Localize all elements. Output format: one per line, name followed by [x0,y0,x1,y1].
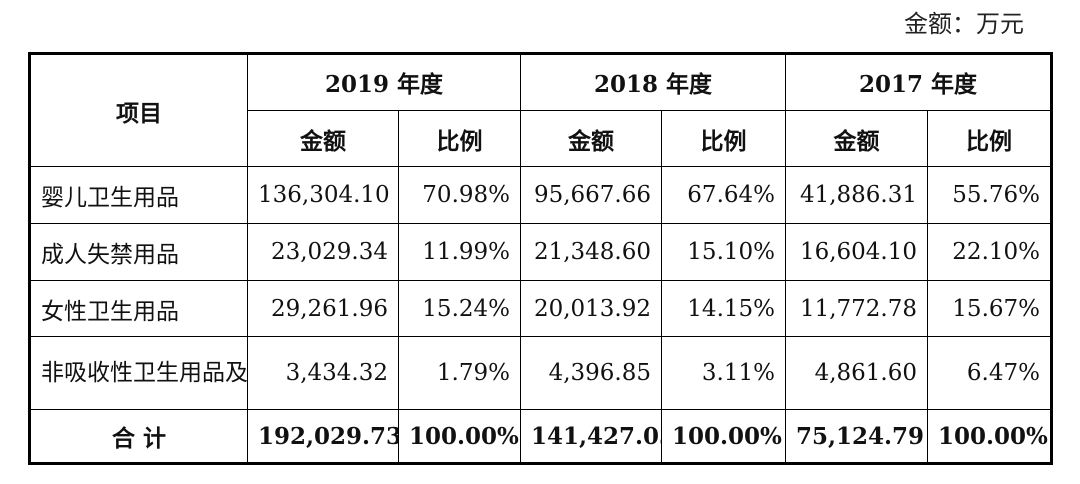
amount-2017-cell: 11,772.78 [785,279,928,338]
ratio-2019-cell: 70.98% [398,166,521,225]
ratio-2017-cell: 6.47% [927,336,1052,411]
total-amount-2019-cell: 192,029.73 [247,409,399,464]
year-header-2017: 2017 年度 [785,53,1052,111]
total-label: 合 计 [29,409,248,464]
amount-2018-cell: 20,013.92 [520,279,662,338]
header-row-years: 项目 2019 年度 2018 年度 2017 年度 [29,52,1052,168]
amount-header: 金额 [785,109,928,168]
ratio-header: 比例 [661,109,786,168]
ratio-2019-cell: 11.99% [398,223,521,281]
amount-2019-cell: 136,304.10 [247,166,399,225]
ratio-2017-cell: 22.10% [927,223,1052,281]
ratio-2017-cell: 55.76% [927,166,1052,225]
year-header-2019: 2019 年度 [247,53,521,111]
amount-2018-cell: 95,667.66 [520,166,662,225]
ratio-2018-cell: 3.11% [661,336,786,411]
total-amount-2017-cell: 75,124.79 [785,409,928,464]
ratio-header: 比例 [398,109,521,168]
table-row: 婴儿卫生用品 136,304.10 70.98% 95,667.66 67.64… [29,166,1052,225]
amount-2019-cell: 23,029.34 [247,223,399,281]
table-row: 女性卫生用品 29,261.96 15.24% 20,013.92 14.15%… [29,279,1052,338]
row-item-label: 女性卫生用品 [29,279,248,338]
ratio-2018-cell: 14.15% [661,279,786,338]
amount-2019-cell: 29,261.96 [247,279,399,338]
total-ratio-2018-cell: 100.00% [661,409,786,464]
amount-2017-cell: 4,861.60 [785,336,928,411]
total-ratio-2017-cell: 100.00% [927,409,1052,464]
product-revenue-table: 项目 2019 年度 2018 年度 2017 年度 金额 比例 金额 比例 金… [28,52,1053,465]
table-row: 非吸收性卫生用品及其他产品 3,434.32 1.79% 4,396.85 3.… [29,336,1052,411]
amount-2017-cell: 41,886.31 [785,166,928,225]
amount-header: 金额 [247,109,399,168]
year-header-2018: 2018 年度 [520,53,786,111]
row-item-label: 成人失禁用品 [29,223,248,281]
ratio-header: 比例 [927,109,1052,168]
table-row: 成人失禁用品 23,029.34 11.99% 21,348.60 15.10%… [29,223,1052,281]
ratio-2019-cell: 1.79% [398,336,521,411]
total-row: 合 计 192,029.73 100.00% 141,427.03 100.00… [29,409,1052,464]
amount-2018-cell: 4,396.85 [520,336,662,411]
amount-2018-cell: 21,348.60 [520,223,662,281]
row-item-label: 婴儿卫生用品 [29,166,248,225]
ratio-2017-cell: 15.67% [927,279,1052,338]
total-ratio-2019-cell: 100.00% [398,409,521,464]
unit-label: 金额：万元 [904,10,1024,38]
amount-2019-cell: 3,434.32 [247,336,399,411]
amount-2017-cell: 16,604.10 [785,223,928,281]
ratio-2018-cell: 67.64% [661,166,786,225]
row-item-label: 非吸收性卫生用品及其他产品 [29,336,248,411]
ratio-2019-cell: 15.24% [398,279,521,338]
amount-header: 金额 [520,109,662,168]
item-header: 项目 [29,52,248,168]
ratio-2018-cell: 15.10% [661,223,786,281]
total-amount-2018-cell: 141,427.03 [520,409,662,464]
